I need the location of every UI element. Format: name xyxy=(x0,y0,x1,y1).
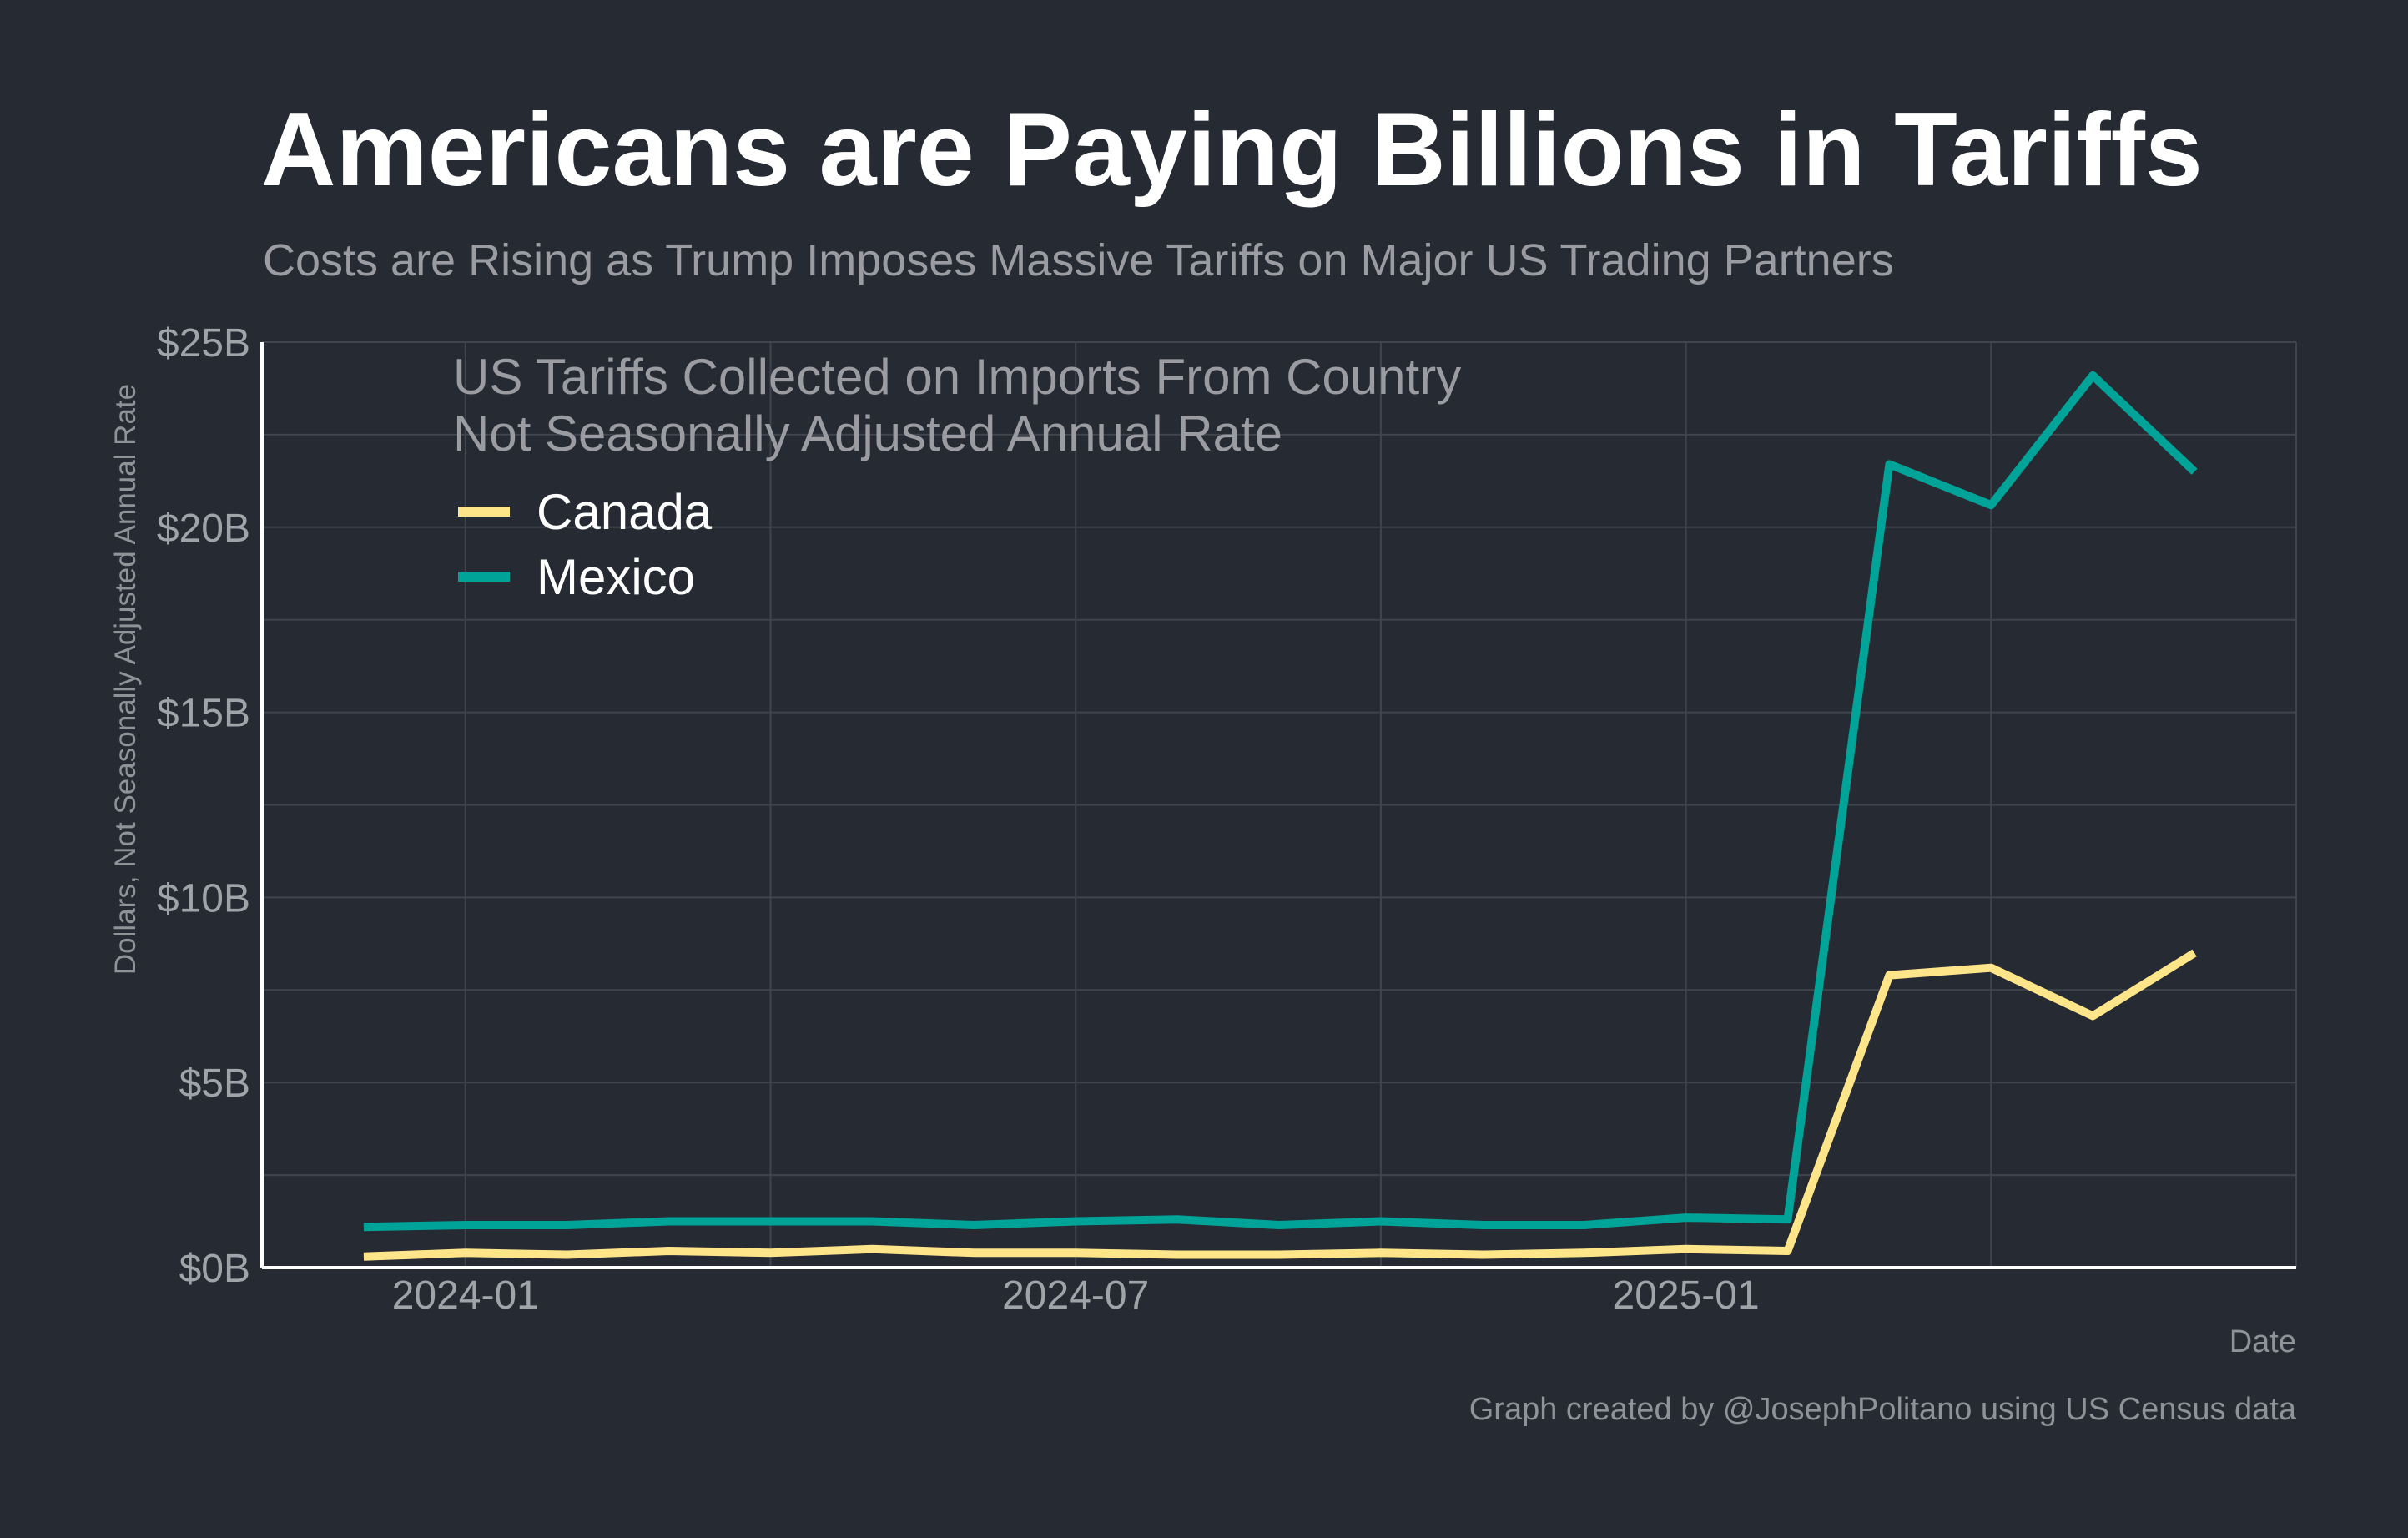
axes xyxy=(260,342,2296,1269)
y-tick-label: $10B xyxy=(157,876,250,920)
legend-label-canada: Canada xyxy=(537,484,713,540)
chart-annotation-line-1: US Tariffs Collected on Imports From Cou… xyxy=(453,349,1461,405)
y-tick-label: $5B xyxy=(179,1061,250,1106)
y-tick-label: $0B xyxy=(179,1247,250,1291)
series-lines xyxy=(363,371,2198,1261)
chart-title: Americans are Paying Billions in Tariffs xyxy=(261,93,2203,208)
series-line-mexico xyxy=(363,371,2198,1232)
chart-caption: Graph created by @JosephPolitano using U… xyxy=(1469,1392,2297,1427)
chart-subtitle: Costs are Rising as Trump Imposes Massiv… xyxy=(263,235,1894,285)
y-axis-ticks: $0B $5B $10B $15B $20B $25B xyxy=(157,321,250,1291)
y-tick-label: $25B xyxy=(157,321,250,366)
y-tick-label: $20B xyxy=(157,507,250,551)
x-tick-label: 2025-01 xyxy=(1613,1273,1760,1318)
chart-annotation-line-2: Not Seasonally Adjusted Annual Rate xyxy=(453,406,1282,461)
y-axis-label: Dollars, Not Seasonally Adjusted Annual … xyxy=(109,384,142,975)
grid-lines xyxy=(262,341,2297,1268)
legend-label-mexico: Mexico xyxy=(537,549,695,605)
y-tick-label: $15B xyxy=(157,692,250,736)
x-axis-label: Date xyxy=(2229,1324,2296,1359)
x-tick-label: 2024-07 xyxy=(1002,1273,1149,1318)
legend: Canada Mexico xyxy=(458,484,713,605)
x-axis-ticks: 2024-01 2024-07 2025-01 xyxy=(392,1273,1760,1318)
series-line-canada xyxy=(363,949,2197,1261)
x-tick-label: 2024-01 xyxy=(392,1273,539,1318)
